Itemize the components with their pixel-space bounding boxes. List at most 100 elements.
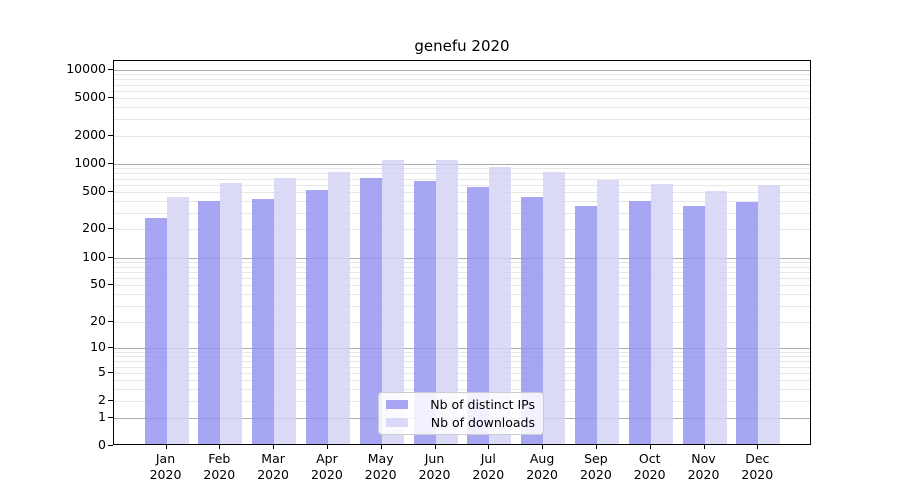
x-tick-label-sep: Sep 2020 bbox=[579, 451, 612, 482]
legend-swatch-downloads-icon bbox=[386, 418, 408, 427]
bar-distinct-ips-jul bbox=[467, 187, 490, 445]
gridline-major bbox=[114, 69, 810, 71]
gridline-minor bbox=[114, 366, 810, 368]
bar-downloads-jun bbox=[435, 159, 458, 445]
y-tick-mark bbox=[108, 284, 113, 286]
gridline-minor bbox=[114, 229, 810, 231]
bar-downloads-oct bbox=[650, 183, 673, 445]
gridline-minor bbox=[114, 178, 810, 180]
gridline-minor bbox=[114, 294, 810, 296]
bar-distinct-ips-aug bbox=[521, 197, 544, 445]
bar-distinct-ips-jun bbox=[413, 180, 436, 445]
gridline-minor bbox=[114, 107, 810, 109]
legend-swatch-distinct-ips-icon bbox=[386, 400, 408, 409]
bar-downloads-nov bbox=[704, 191, 727, 445]
bar-distinct-ips-oct bbox=[628, 201, 651, 445]
gridline-minor bbox=[114, 352, 810, 353]
y-tick-mark bbox=[108, 162, 113, 164]
x-tick-mark bbox=[488, 445, 490, 449]
gridline-minor bbox=[114, 79, 810, 81]
gridline-minor bbox=[114, 74, 810, 76]
y-tick-mark bbox=[108, 320, 113, 322]
legend-label-distinct-ips: Nb of distinct IPs bbox=[430, 396, 535, 412]
x-tick-label-jul: Jul 2020 bbox=[472, 451, 505, 482]
plot-area bbox=[113, 59, 811, 445]
x-tick-label-jan: Jan 2020 bbox=[149, 451, 182, 482]
x-tick-mark bbox=[434, 445, 436, 449]
y-tick-mark bbox=[108, 191, 113, 193]
gridline-minor bbox=[114, 361, 810, 363]
gridline-minor bbox=[114, 285, 810, 287]
y-tick-mark bbox=[108, 416, 113, 418]
bar-downloads-dec bbox=[758, 184, 781, 445]
gridline-minor bbox=[114, 380, 810, 382]
gridline-minor bbox=[114, 201, 810, 203]
x-tick-mark bbox=[649, 445, 651, 449]
bar-downloads-apr bbox=[327, 172, 350, 445]
gridline-minor bbox=[114, 321, 810, 323]
y-tick-label: 5000 bbox=[74, 89, 106, 105]
x-tick-label-aug: Aug 2020 bbox=[526, 451, 558, 482]
y-tick-mark bbox=[108, 228, 113, 230]
gridline-minor bbox=[114, 135, 810, 137]
x-tick-mark bbox=[542, 445, 544, 449]
bar-distinct-ips-apr bbox=[305, 190, 328, 445]
x-tick-label-oct: Oct 2020 bbox=[633, 451, 666, 482]
y-tick-label: 2000 bbox=[74, 126, 106, 142]
chart-title: genefu 2020 bbox=[414, 37, 510, 55]
legend-label-downloads: Nb of downloads bbox=[430, 414, 535, 430]
y-tick-label: 10 bbox=[90, 339, 106, 355]
y-tick-label: 100 bbox=[82, 248, 106, 264]
x-tick-mark bbox=[595, 445, 597, 449]
gridline-minor bbox=[114, 173, 810, 175]
y-tick-mark bbox=[108, 68, 113, 70]
legend-item-downloads: Nb of downloads bbox=[386, 414, 535, 430]
y-tick-mark bbox=[108, 400, 113, 402]
y-tick-label: 200 bbox=[82, 220, 106, 236]
x-tick-label-mar: Mar 2020 bbox=[257, 451, 289, 482]
bar-distinct-ips-nov bbox=[682, 206, 705, 445]
gridline-minor bbox=[114, 389, 810, 391]
gridline-minor bbox=[114, 90, 810, 92]
x-tick-mark bbox=[219, 445, 221, 449]
x-tick-label-dec: Dec 2020 bbox=[741, 451, 774, 482]
gridline-minor bbox=[114, 213, 810, 214]
x-tick-label-jun: Jun 2020 bbox=[418, 451, 451, 482]
bar-distinct-ips-feb bbox=[198, 201, 221, 445]
gridline-minor bbox=[114, 356, 810, 358]
gridline-minor bbox=[114, 372, 810, 374]
y-tick-mark bbox=[108, 256, 113, 258]
y-tick-mark bbox=[108, 347, 113, 349]
x-tick-label-nov: Nov 2020 bbox=[687, 451, 720, 482]
x-tick-mark bbox=[703, 445, 705, 449]
y-tick-label: 2 bbox=[98, 392, 106, 408]
legend: Nb of distinct IPs Nb of downloads bbox=[378, 392, 544, 435]
gridline-major bbox=[114, 257, 810, 259]
y-tick-mark bbox=[108, 445, 113, 446]
bar-downloads-aug bbox=[543, 171, 566, 445]
bar-downloads-mar bbox=[274, 177, 297, 445]
y-tick-label: 50 bbox=[90, 276, 106, 292]
gridline-minor bbox=[114, 192, 810, 194]
gridline-minor bbox=[114, 271, 810, 273]
gridline-minor bbox=[114, 84, 810, 86]
y-tick-mark bbox=[108, 371, 113, 373]
x-tick-label-apr: Apr 2020 bbox=[310, 451, 343, 482]
gridline-minor bbox=[114, 184, 810, 186]
y-tick-label: 0 bbox=[98, 437, 106, 452]
gridline-major bbox=[114, 348, 810, 350]
bar-distinct-ips-sep bbox=[574, 206, 597, 445]
bar-downloads-may bbox=[381, 160, 404, 445]
x-tick-label-feb: Feb 2020 bbox=[203, 451, 236, 482]
y-tick-label: 1000 bbox=[74, 154, 106, 170]
x-tick-mark bbox=[380, 445, 382, 449]
bar-downloads-jan bbox=[166, 197, 189, 445]
y-tick-label: 1 bbox=[98, 408, 106, 424]
y-tick-mark bbox=[108, 134, 113, 136]
gridline-major bbox=[114, 163, 810, 165]
x-tick-mark bbox=[326, 445, 328, 449]
gridline-minor bbox=[114, 305, 810, 307]
bar-distinct-ips-mar bbox=[252, 199, 275, 445]
bar-distinct-ips-jan bbox=[144, 217, 167, 445]
